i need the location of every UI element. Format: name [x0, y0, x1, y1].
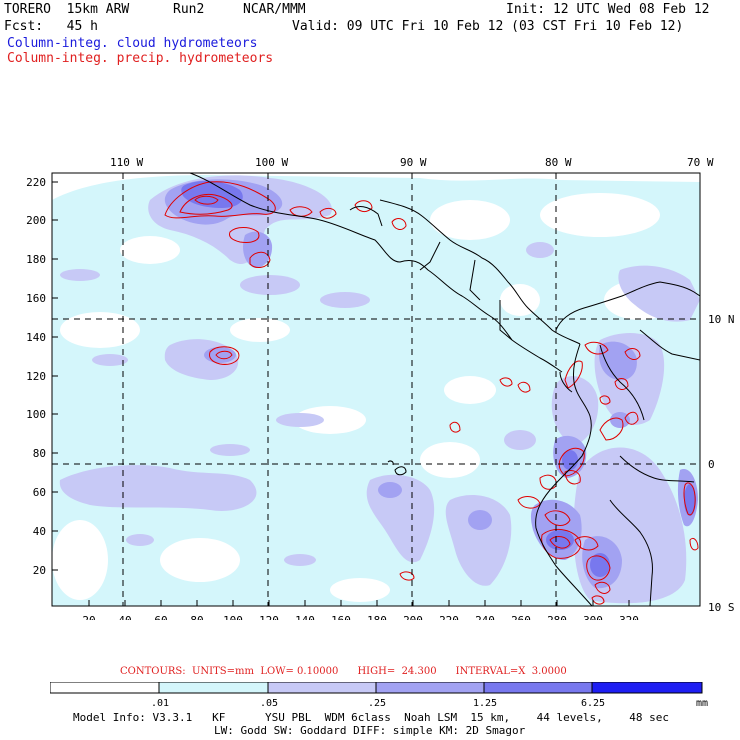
top-lon-labels: 110 W 100 W 90 W 80 W 70 W: [110, 156, 714, 169]
x-label-220: 220: [439, 614, 459, 620]
map-panel: 110 W 100 W 90 W 80 W 70 W 10 N 0 10 S: [26, 156, 735, 620]
y-label-40: 40: [33, 525, 46, 538]
y-label-160: 160: [26, 292, 46, 305]
x-label-260: 260: [511, 614, 531, 620]
y-label-100: 100: [26, 408, 46, 421]
latlon-grid: [52, 173, 700, 606]
colorbar-unit: mm: [696, 698, 708, 709]
x-label-200: 200: [403, 614, 423, 620]
x-label-80: 80: [190, 614, 203, 620]
x-label-240: 240: [475, 614, 495, 620]
field-title-cloud: Column-integ. cloud hydrometeors: [7, 36, 258, 51]
run-label: Run2: [173, 2, 205, 17]
forecast-hour: Fcst: 45 h: [4, 19, 98, 34]
model-title: TORERO 15km ARW: [4, 2, 130, 17]
map-frame: [51, 172, 701, 607]
hydrometeor-shading: [52, 175, 700, 606]
y-ticks: [52, 181, 58, 571]
colorbar-bin-3: [375, 682, 485, 694]
field-title-precip: Column-integ. precip. hydrometeors: [7, 51, 274, 66]
lat-label-10n: 10 N: [708, 313, 735, 326]
x-label-180: 180: [367, 614, 387, 620]
x-ticks: [88, 600, 630, 606]
x-label-20: 20: [82, 614, 95, 620]
lon-label-100w: 100 W: [255, 156, 288, 169]
colorbar-label-1: .05: [260, 698, 278, 709]
lon-label-70w: 70 W: [687, 156, 714, 169]
colorbar-bin-1: [158, 682, 269, 694]
x-label-120: 120: [259, 614, 279, 620]
colorbar-label-0: .01: [151, 698, 169, 709]
y-label-180: 180: [26, 253, 46, 266]
right-lat-labels: 10 N 0 10 S: [708, 313, 735, 614]
model-info-line1: Model Info: V3.3.1 KF YSU PBL WDM 6class…: [73, 711, 670, 724]
precip-contours: [164, 181, 699, 605]
colorbar-bin-4: [483, 682, 593, 694]
valid-time: Valid: 09 UTC Fri 10 Feb 12 (03 CST Fri …: [292, 19, 684, 34]
y-label-140: 140: [26, 331, 46, 344]
colorbar-bin-2: [267, 682, 377, 694]
lat-label-10s: 10 S: [708, 601, 735, 614]
x-label-40: 40: [118, 614, 131, 620]
x-label-60: 60: [154, 614, 167, 620]
x-label-140: 140: [295, 614, 315, 620]
y-label-220: 220: [26, 176, 46, 189]
y-label-200: 200: [26, 214, 46, 227]
x-label-320: 320: [619, 614, 639, 620]
y-label-20: 20: [33, 564, 46, 577]
lat-label-0: 0: [708, 458, 715, 471]
x-label-300: 300: [583, 614, 603, 620]
lon-label-110w: 110 W: [110, 156, 143, 169]
colorbar-bin-0: [50, 682, 160, 694]
x-label-280: 280: [547, 614, 567, 620]
y-label-120: 120: [26, 370, 46, 383]
colorbar-label-2: .25: [368, 698, 386, 709]
x-label-160: 160: [331, 614, 351, 620]
init-time: Init: 12 UTC Wed 08 Feb 12: [506, 2, 710, 17]
colorbar-bin-5: [591, 682, 703, 694]
lon-label-90w: 90 W: [400, 156, 427, 169]
y-tick-labels: 220 200 180 160 140 120 100 80 60 40 20: [26, 176, 46, 577]
colorbar-label-4: 6.25: [581, 698, 605, 709]
y-label-80: 80: [33, 447, 46, 460]
model-info-line2: LW: Godd SW: Goddard DIFF: simple KM: 2D…: [214, 724, 526, 737]
colorbar-label-3: 1.25: [473, 698, 497, 709]
x-label-100: 100: [223, 614, 243, 620]
contours-info: CONTOURS: UNITS=mm LOW= 0.10000 HIGH= 24…: [120, 666, 567, 677]
colorbar: .01 .05 .25 1.25 6.25 mm: [50, 682, 708, 709]
org-label: NCAR/MMM: [243, 2, 306, 17]
lon-label-80w: 80 W: [545, 156, 572, 169]
y-label-60: 60: [33, 486, 46, 499]
x-tick-labels: 20 40 60 80 100 120 140 160 180 200 220 …: [82, 614, 639, 620]
